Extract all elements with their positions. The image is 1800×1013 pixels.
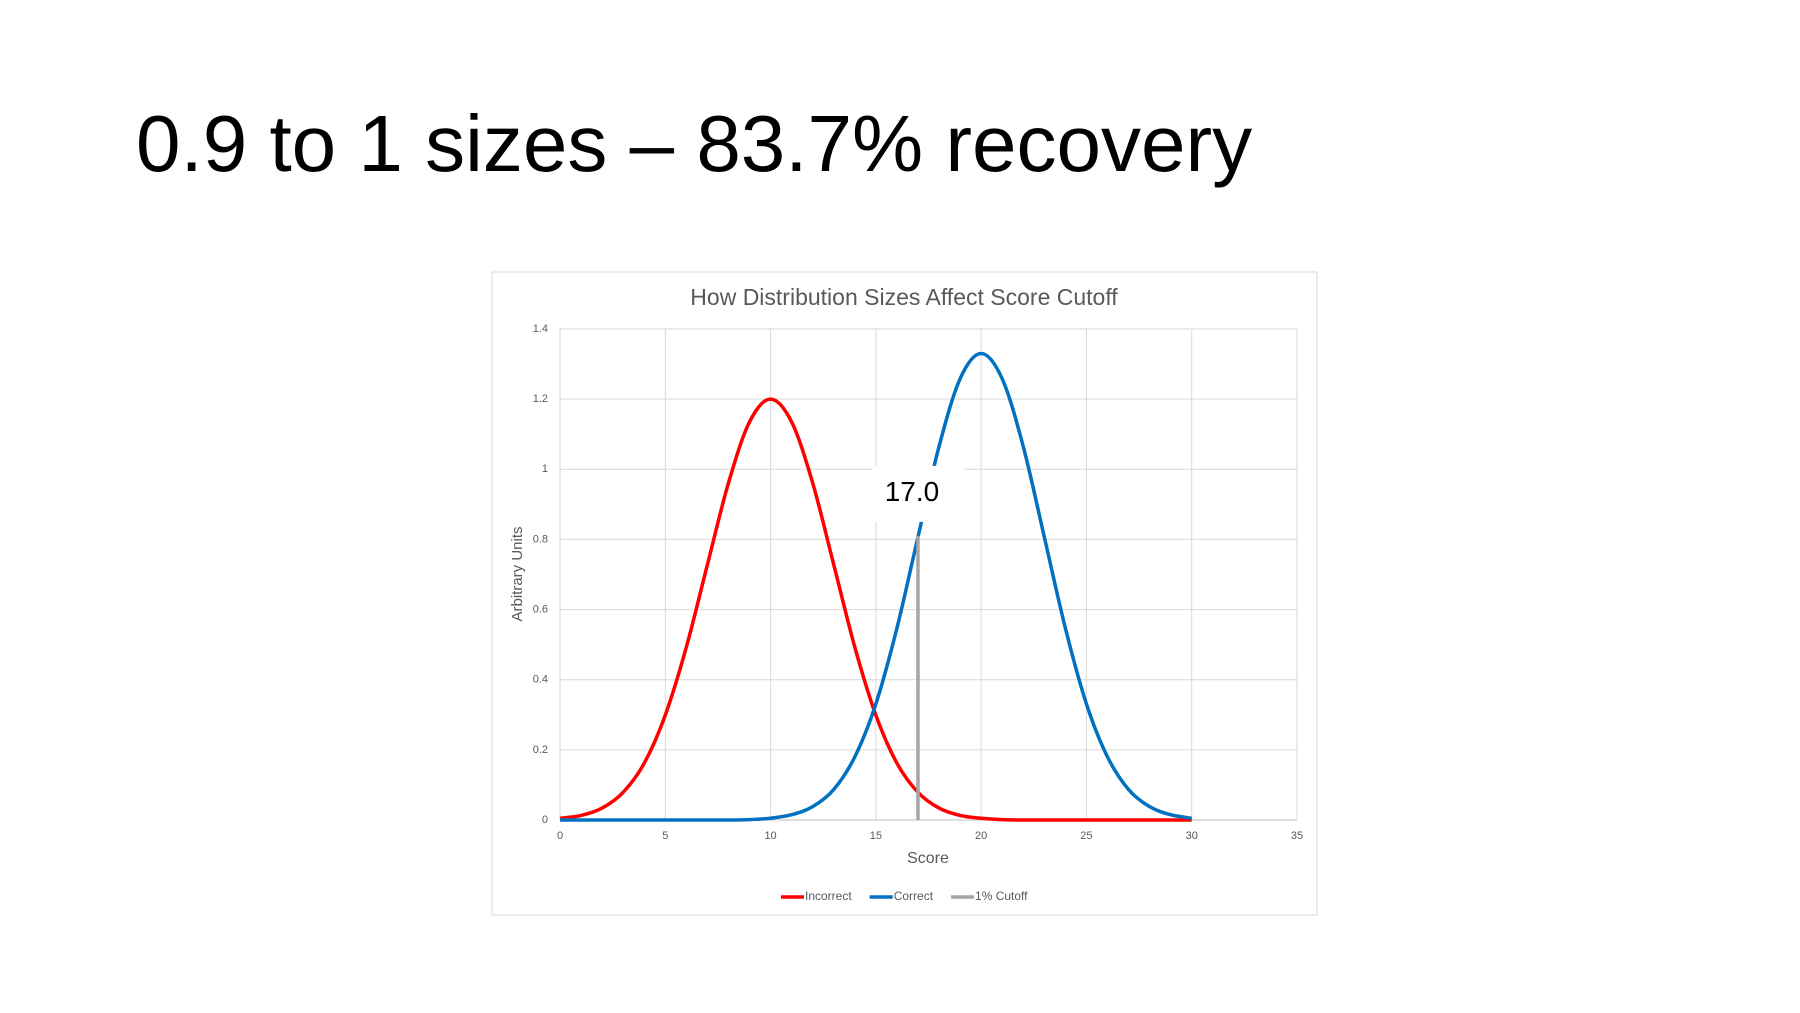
chart-title: How Distribution Sizes Affect Score Cuto… bbox=[690, 284, 1118, 310]
y-tick-label: 0.6 bbox=[533, 603, 548, 615]
y-tick-label: 1 bbox=[542, 463, 548, 475]
y-tick-label: 1.2 bbox=[533, 393, 548, 405]
x-tick-label: 25 bbox=[1080, 830, 1092, 842]
annotation-label: 17.0 bbox=[885, 476, 940, 507]
y-tick-label: 0.4 bbox=[533, 674, 548, 686]
x-axis-label: Score bbox=[907, 850, 949, 867]
x-tick-label: 0 bbox=[557, 830, 563, 842]
legend-label: 1% Cutoff bbox=[975, 889, 1028, 903]
x-tick-label: 35 bbox=[1291, 830, 1303, 842]
x-tick-label: 20 bbox=[975, 830, 987, 842]
series-line bbox=[560, 351, 1192, 822]
x-tick-label: 10 bbox=[764, 830, 776, 842]
y-axis-label: Arbitrary Units bbox=[509, 526, 526, 621]
x-tick-label: 15 bbox=[870, 830, 882, 842]
x-tick-label: 5 bbox=[662, 830, 668, 842]
y-tick-label: 1.4 bbox=[533, 323, 548, 335]
y-tick-label: 0 bbox=[542, 814, 548, 826]
slide-title: 0.9 to 1 sizes – 83.7% recovery bbox=[136, 99, 1252, 188]
series-line bbox=[559, 397, 1192, 822]
legend-label: Correct bbox=[894, 889, 934, 903]
x-tick-label: 30 bbox=[1186, 830, 1198, 842]
annotation-box bbox=[871, 465, 964, 522]
legend-label: Incorrect bbox=[805, 889, 852, 903]
y-tick-label: 0.2 bbox=[533, 744, 548, 756]
y-tick-label: 0.8 bbox=[533, 533, 548, 545]
